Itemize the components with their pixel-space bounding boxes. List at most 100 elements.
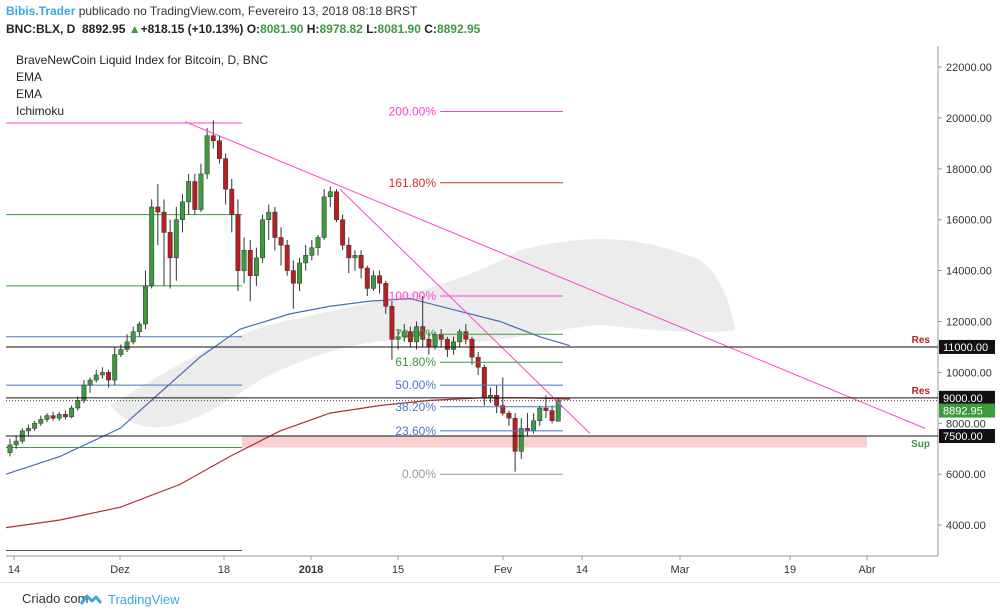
candle (112, 346, 118, 386)
candle (216, 135, 222, 164)
level-price-label: 7500.00 (943, 431, 983, 443)
candle (7, 438, 13, 457)
candle-body (173, 219, 179, 259)
candle (364, 265, 370, 297)
candle (303, 245, 309, 271)
legend-symbol[interactable]: BraveNewCoin Liquid Index for Bitcoin, D… (16, 53, 269, 67)
candle-body (216, 140, 222, 159)
x-tick-label: Dez (110, 564, 130, 576)
candle (99, 367, 105, 379)
candle (512, 413, 518, 472)
publish-line: Bibis.Trader publicado no TradingView.co… (6, 4, 417, 18)
x-axis: 14 Dez 18 2018 15 Fev 14 Mar 19 Abr (6, 555, 938, 576)
fib-level-label: 23.60% (395, 424, 436, 438)
candle-body (549, 410, 555, 422)
candle (223, 153, 229, 205)
candle (457, 329, 463, 347)
candle-body (87, 379, 93, 386)
candle (260, 214, 266, 263)
price-chart[interactable]: 4000.006000.008000.0010000.0012000.00140… (0, 0, 1000, 582)
candle-body (290, 270, 296, 284)
low-value: 8081.90 (377, 22, 421, 36)
candle (451, 336, 456, 355)
candle-body (303, 255, 309, 264)
y-tick-label: 16000.00 (946, 215, 992, 227)
candle (389, 301, 395, 360)
candle-body (309, 247, 315, 256)
candle-body (444, 339, 450, 350)
candle (352, 250, 358, 271)
y-tick-label: 4000.00 (946, 520, 986, 532)
candle (50, 411, 56, 421)
candle-body (99, 372, 105, 376)
x-tick-label: Fev (494, 564, 513, 576)
candle-body (241, 249, 247, 271)
candle (297, 257, 302, 291)
candle (506, 410, 512, 426)
price-change: +818.15 (+10.13%) (140, 22, 244, 36)
candle (32, 420, 38, 431)
candle-body (352, 255, 358, 259)
candle-body (383, 283, 389, 307)
ohlc-line: BNC:BLX, D 8892.95 ▲+818.15 (+10.13%) O:… (6, 22, 480, 36)
candle-body (389, 305, 395, 340)
x-tick-label: 2018 (299, 564, 323, 576)
x-tick-label: 19 (784, 564, 796, 576)
open-label: O: (246, 22, 261, 36)
candle (75, 396, 81, 411)
candle-body (210, 135, 216, 142)
candle (518, 418, 524, 459)
candle-body (62, 414, 68, 418)
candle-body (531, 420, 537, 432)
y-tick-label: 10000.00 (946, 367, 992, 379)
legend-ema-2[interactable]: EMA (16, 87, 43, 101)
candle-body (537, 407, 543, 422)
legend-ema-1[interactable]: EMA (16, 70, 43, 84)
current-price-label: 8892.95 (943, 406, 983, 418)
candle-body (93, 374, 99, 381)
candle-body (253, 257, 259, 276)
candle-body (118, 349, 124, 355)
candle-body (69, 407, 75, 418)
fib-level-label: 0.00% (402, 467, 436, 481)
candle (210, 120, 216, 149)
tradingview-logo[interactable]: TradingView (80, 589, 180, 609)
fib-level-label: 38.20% (395, 400, 436, 414)
x-tick-label: 15 (392, 564, 404, 576)
candle-body (167, 232, 173, 259)
candle-body (358, 255, 364, 269)
candle-body (327, 191, 333, 198)
candle (537, 405, 543, 426)
y-tick-label: 20000.00 (946, 113, 992, 125)
candle (26, 424, 31, 437)
candle-body (297, 262, 302, 284)
candle-body (463, 331, 469, 340)
candle-body (321, 196, 327, 238)
candle (204, 128, 210, 179)
candle-body (451, 341, 456, 350)
candle-body (7, 444, 13, 453)
support-zone (242, 436, 867, 448)
candle-body (38, 419, 44, 424)
candle (395, 329, 401, 350)
candle (500, 377, 506, 416)
candle (340, 214, 346, 251)
candle-body (260, 219, 266, 259)
x-tick-label: 18 (218, 564, 230, 576)
candle (420, 296, 426, 347)
candle (377, 270, 383, 294)
candle-body (192, 181, 198, 210)
y-tick-label: 18000.00 (946, 164, 992, 176)
candle (235, 199, 241, 291)
candle-body (395, 336, 401, 340)
publisher-name[interactable]: Bibis.Trader (6, 4, 76, 18)
y-tick-label: 6000.00 (946, 469, 986, 481)
candle-body (315, 237, 321, 248)
current-price-box (939, 403, 995, 418)
candle-body (401, 331, 407, 338)
legend-ichimoku[interactable]: Ichimoku (16, 104, 65, 118)
candle-body (81, 384, 87, 401)
fib-level-label: 61.80% (395, 355, 436, 369)
candle-body (272, 211, 278, 238)
candle-body (543, 407, 549, 411)
